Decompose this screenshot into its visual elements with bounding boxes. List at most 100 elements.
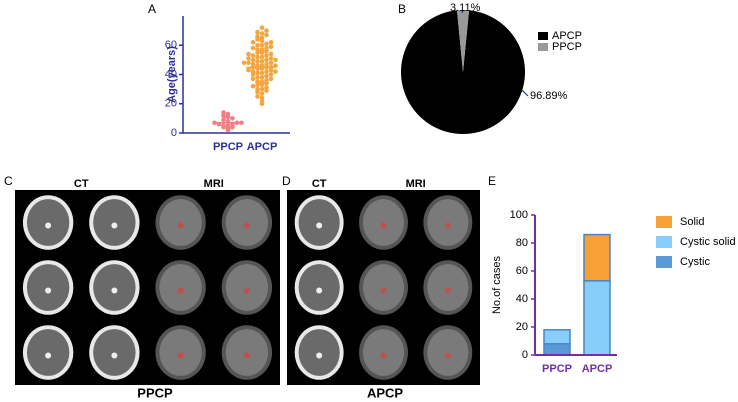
data-point [230,116,235,121]
data-point [255,86,260,92]
panel-label: B [398,2,406,16]
bar-segment [583,280,611,356]
lesion [444,287,451,294]
data-point [255,34,260,39]
image-header: CT [312,178,327,190]
lesion [111,222,118,229]
panel-label: A [148,2,156,16]
data-point [259,91,265,96]
scan-image [93,329,136,376]
image-header: CT [74,178,89,190]
scan-image [93,199,136,246]
data-point [246,66,251,71]
data-label: 3.11% [450,2,481,14]
lesion [177,352,184,359]
label-leader [521,89,529,97]
data-point [273,57,278,63]
legend-swatch [656,216,672,228]
data-point [273,63,278,69]
bar-segment [583,233,611,282]
y-tick-label: 60 [516,265,528,277]
data-point [250,76,256,82]
lesion [45,287,52,294]
y-tick-label: 0 [522,349,528,361]
data-point [221,110,226,115]
legend-swatch [656,256,672,268]
data-point [264,53,269,58]
data-point [239,120,244,126]
label-leader [461,9,464,14]
lesion [243,222,250,229]
y-tick-label: 80 [516,237,528,249]
y-tick-label: 20 [165,98,177,110]
data-point [255,42,260,48]
data-point [264,28,269,33]
data-point [246,51,251,57]
image-header: MRI [406,178,426,190]
lesion [316,352,323,359]
panel-label: E [488,174,496,188]
lesion [45,222,52,229]
data-point [264,78,269,83]
data-point [268,76,274,82]
scan-image [93,264,136,311]
data-point [241,60,247,66]
lesion [243,287,250,294]
data-point [259,31,265,36]
y-tick-label: 40 [165,68,177,80]
lesion [316,222,323,229]
data-point [259,42,265,48]
image-caption: APCP [367,385,403,400]
lesion [380,287,387,294]
data-point [225,111,231,117]
data-point [264,45,269,51]
lesion [243,352,250,359]
x-tick-label: PPCP [542,363,572,375]
pie-slice [456,10,470,72]
y-tick-label: 40 [516,293,528,305]
data-point [268,40,274,45]
data-point [255,59,260,64]
data-point [255,70,260,76]
data-point [246,56,251,61]
image-header: MRI [204,178,224,190]
data-point [268,56,274,61]
data-point [246,60,251,66]
data-point [259,86,265,92]
data-point [212,120,217,126]
lesion [380,222,387,229]
legend-label: APCP [552,30,582,42]
data-point [259,95,265,101]
legend-label: PPCP [552,41,582,53]
data-point [259,35,265,41]
legend-swatch [656,236,672,248]
image-panels: CT MRI PPCP CT MRI APCP [15,178,480,400]
data-point [273,69,278,74]
data-point [264,61,269,67]
data-point [268,44,274,50]
panel-label: D [282,174,291,188]
lesion [316,287,323,294]
data-point [264,73,269,79]
data-point [250,83,256,89]
data-point [264,85,269,90]
lesion [444,222,451,229]
data-point [268,60,274,66]
data-point [250,57,256,63]
data-point [250,40,256,45]
y-tick-label: 60 [165,39,177,51]
data-point [264,57,269,63]
image-caption: PPCP [137,385,173,400]
data-point [255,75,260,80]
data-label: 96.89% [530,90,568,102]
y-axis-label: No.of cases [491,255,503,314]
data-point [221,123,226,128]
data-point [255,29,260,35]
bar-segment [543,329,571,345]
legend-label: Cystic [680,256,710,268]
data-point [255,54,260,60]
data-point [264,69,269,74]
x-tick-label: PPCP [213,141,243,153]
data-point [264,32,269,38]
legend-label: Solid [680,216,704,228]
